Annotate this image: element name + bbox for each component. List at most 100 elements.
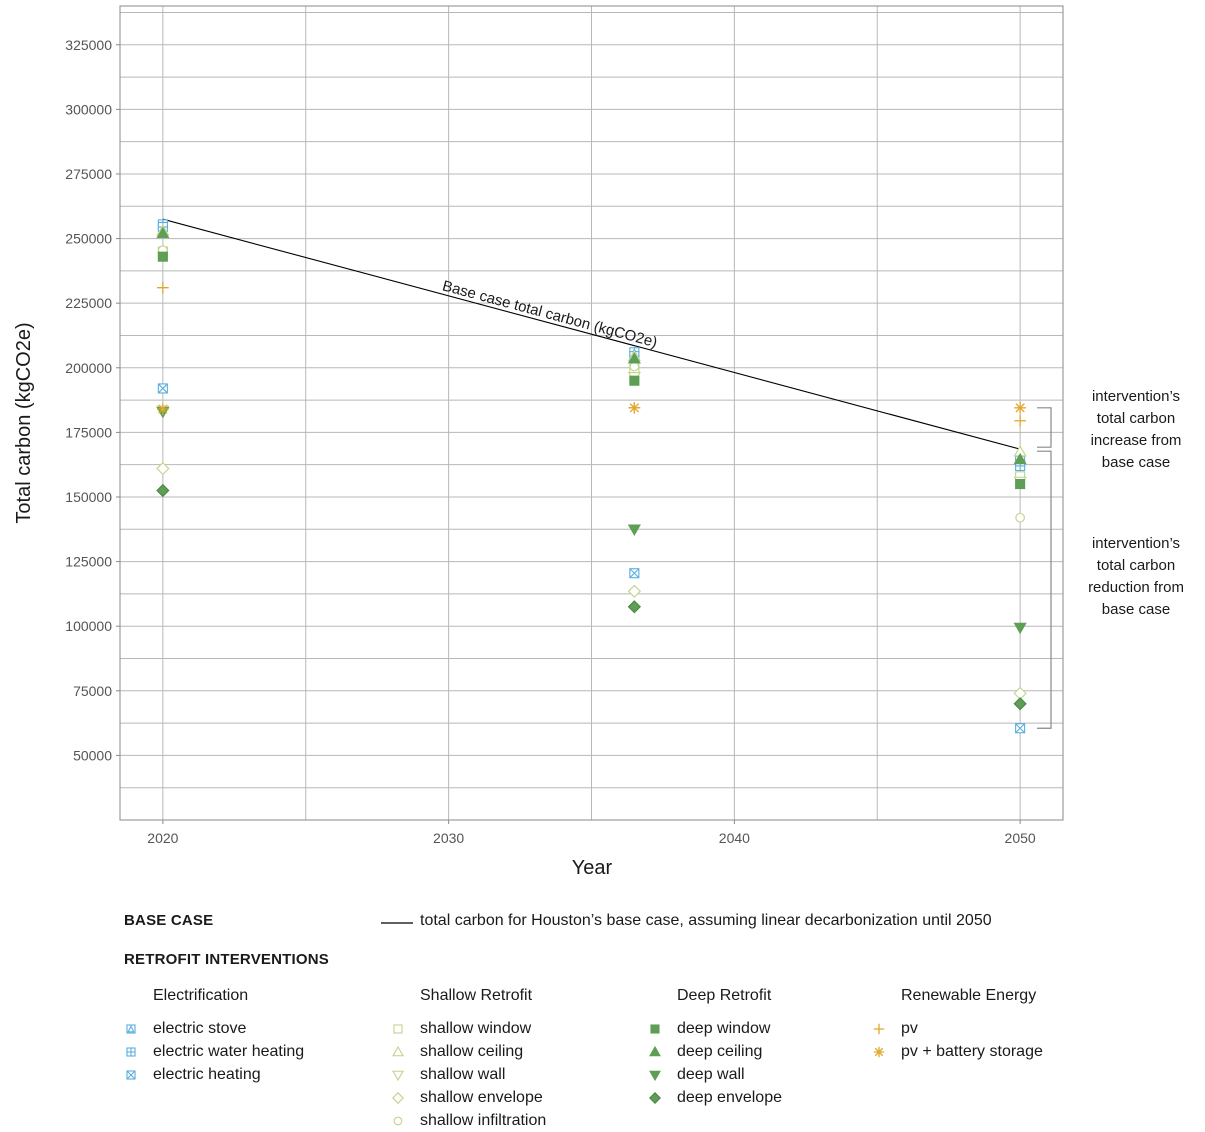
y-tick-label: 125000	[65, 554, 112, 570]
annotation-line: intervention’s	[1091, 534, 1181, 552]
legend-group-title: Electrification	[153, 987, 249, 1004]
legend-marker-icon	[392, 1070, 404, 1082]
point-deep-envelope	[627, 600, 641, 614]
grid	[120, 6, 1063, 820]
legend-item-label: electric stove	[153, 1020, 247, 1037]
legend-marker	[392, 1045, 404, 1057]
annotation-line: reduction from	[1088, 578, 1184, 596]
point-deep-wall	[627, 524, 641, 537]
y-tick-label: 200000	[65, 360, 112, 376]
legend-marker-icon	[392, 1092, 404, 1104]
base-case-line	[162, 218, 1021, 450]
annotation-line: increase from	[1090, 431, 1182, 449]
scatter-chart: 2020 2030 2040 2050 50000 75000 100000 125000 15…	[13, 5, 1064, 879]
legend-group-title: Shallow Retrofit	[420, 987, 533, 1004]
annotation-bracket	[1037, 407, 1052, 448]
y-tick-label: 250000	[65, 231, 112, 247]
annotation-line: base case	[1101, 600, 1171, 618]
legend-marker	[126, 1070, 136, 1080]
data-points	[156, 219, 1027, 734]
y-tick-label: 325000	[65, 37, 112, 53]
point-deep-window	[157, 251, 168, 262]
y-tick-label: 225000	[65, 295, 112, 311]
legend-group-title: Renewable Energy	[901, 987, 1037, 1004]
legend-item-label: shallow ceiling	[420, 1043, 524, 1060]
legend-marker	[393, 1024, 403, 1034]
x-tick-label: 2040	[719, 830, 750, 846]
point-electric-heating	[629, 568, 640, 579]
point-deep-envelope	[1013, 697, 1027, 711]
legend-item-label: deep wall	[677, 1066, 745, 1083]
legend-marker-icon	[649, 1045, 661, 1057]
y-tick-label: 100000	[65, 618, 112, 634]
legend-marker	[873, 1023, 885, 1035]
point-deep-ceiling	[627, 351, 641, 364]
point-pv-battery-storage	[157, 403, 169, 415]
point-pv	[1014, 414, 1026, 427]
x-tick-label: 2020	[147, 830, 178, 846]
base-case-label: Base case total carbon (kgCO2e)	[440, 277, 659, 351]
point-deep-ceiling	[156, 226, 170, 239]
legend-marker-icon	[649, 1070, 661, 1082]
legend-base-case-heading: BASE CASE	[124, 912, 214, 929]
y-tick-label: 300000	[65, 101, 112, 117]
legend-base-case-text: total carbon for Houston’s base case, as…	[420, 912, 992, 929]
point-deep-wall	[1013, 622, 1027, 635]
point-deep-envelope	[156, 483, 170, 498]
legend-marker-icon	[873, 1046, 885, 1058]
annotation-text: intervention’s total carbon increase from b…	[1061, 386, 1205, 474]
legend-marker-icon	[126, 1024, 136, 1034]
annotation-bracket	[1037, 450, 1052, 729]
legend-marker	[649, 1045, 661, 1057]
legend-item-label: shallow wall	[420, 1066, 506, 1083]
axis-ticks: 2020 2030 2040 2050 50000 75000 100000 125000 15…	[65, 37, 1036, 846]
annotation-line: intervention’s	[1091, 387, 1181, 405]
point-pv-battery-storage	[1014, 401, 1026, 414]
annotation-text: intervention’s total carbon reduction from…	[1061, 533, 1205, 621]
legend-item-label: electric water heating	[153, 1043, 305, 1060]
legend-item-label: deep envelope	[677, 1089, 782, 1106]
legend-item-label: shallow infiltration	[420, 1112, 547, 1129]
legend-group-title: Deep Retrofit	[677, 987, 772, 1004]
legend-base-case-line-icon	[381, 922, 413, 924]
legend-marker-icon	[650, 1024, 660, 1034]
point-electric-heating	[157, 383, 168, 394]
legend-marker-icon	[393, 1116, 403, 1126]
legend-marker-icon	[393, 1024, 403, 1034]
legend-item-label: shallow window	[420, 1020, 532, 1037]
legend-marker-icon	[392, 1045, 404, 1057]
legend-marker-icon	[126, 1047, 136, 1057]
annotation-line: total carbon	[1096, 556, 1176, 574]
plot-area-border	[119, 5, 1064, 821]
x-axis-title: Year	[572, 857, 613, 879]
point-shallow-infiltration	[1015, 512, 1025, 523]
x-tick-label: 2050	[1005, 830, 1036, 846]
legend-item-label: pv + battery storage	[901, 1043, 1043, 1060]
legend-item-label: shallow envelope	[420, 1089, 543, 1106]
legend-marker	[649, 1070, 661, 1082]
legend-marker-icon	[873, 1023, 885, 1035]
annotation-brackets	[1037, 407, 1052, 729]
y-tick-label: 50000	[73, 747, 112, 763]
point-electric-heating	[1015, 723, 1026, 734]
legend-item-label: electric heating	[153, 1066, 261, 1083]
point-deep-window	[629, 375, 640, 386]
point-deep-ceiling	[1013, 452, 1027, 465]
legend-item-label: deep ceiling	[677, 1043, 763, 1060]
point-pv	[157, 281, 169, 294]
legend-marker	[126, 1047, 136, 1057]
legend-marker	[392, 1092, 404, 1104]
point-shallow-envelope	[156, 461, 170, 476]
point-deep-window	[1015, 479, 1026, 490]
x-tick-label: 2030	[433, 830, 464, 846]
y-axis-title: Total carbon (kgCO2e)	[13, 322, 35, 523]
legend-marker	[873, 1046, 885, 1058]
point-pv-battery-storage	[628, 401, 641, 414]
point-shallow-envelope	[627, 584, 641, 598]
legend-marker	[126, 1024, 136, 1034]
y-tick-label: 75000	[73, 683, 112, 699]
annotation-line: base case	[1101, 453, 1171, 471]
legend-interventions-heading: RETROFIT INTERVENTIONS	[124, 951, 329, 968]
legend-marker	[392, 1070, 404, 1082]
y-tick-label: 175000	[65, 424, 112, 440]
